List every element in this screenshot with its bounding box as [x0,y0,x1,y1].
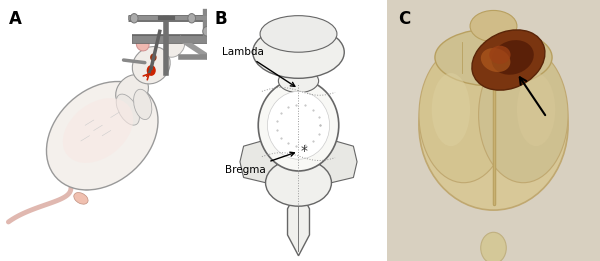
Ellipse shape [479,47,568,183]
Ellipse shape [58,168,70,182]
Ellipse shape [133,46,170,84]
Ellipse shape [116,94,139,125]
Ellipse shape [46,81,158,190]
Polygon shape [240,141,277,183]
Ellipse shape [260,16,337,52]
Ellipse shape [432,73,470,146]
Circle shape [130,14,138,23]
Ellipse shape [489,46,511,64]
Ellipse shape [74,193,88,204]
Text: C: C [398,10,410,28]
Ellipse shape [266,159,331,206]
Ellipse shape [278,69,319,93]
Circle shape [203,27,211,36]
Ellipse shape [481,232,506,261]
Polygon shape [287,198,310,256]
Ellipse shape [134,89,152,120]
Circle shape [148,66,155,75]
Ellipse shape [470,10,517,42]
Ellipse shape [419,40,568,210]
Ellipse shape [62,132,87,171]
Ellipse shape [472,30,545,90]
Ellipse shape [116,75,148,108]
Ellipse shape [63,98,133,163]
Ellipse shape [435,29,552,86]
Ellipse shape [253,26,344,78]
Polygon shape [320,141,357,183]
Ellipse shape [165,37,185,57]
Text: A: A [8,10,22,28]
Ellipse shape [136,38,149,51]
Ellipse shape [517,73,555,146]
Text: Lambda: Lambda [221,47,295,86]
Text: B: B [214,10,227,28]
Ellipse shape [268,91,329,159]
Text: *: * [301,144,307,158]
Ellipse shape [78,149,101,190]
FancyBboxPatch shape [387,0,600,261]
Circle shape [151,54,156,61]
Circle shape [188,14,196,23]
Ellipse shape [491,40,534,75]
Text: Bregma: Bregma [225,152,295,175]
Ellipse shape [419,47,508,183]
Ellipse shape [258,80,339,171]
Ellipse shape [481,48,511,72]
